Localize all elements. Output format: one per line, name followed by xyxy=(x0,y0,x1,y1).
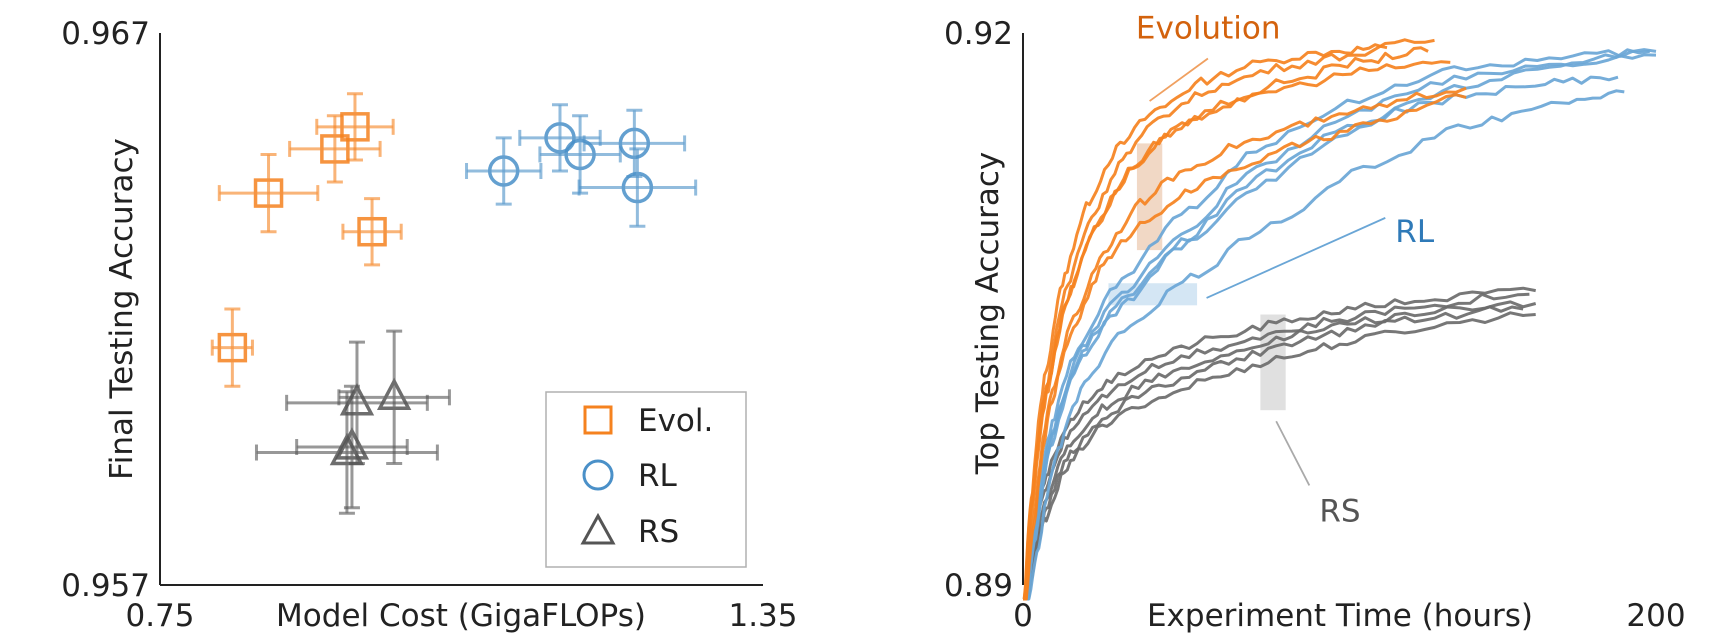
legend: Evol. RL RS xyxy=(545,391,747,568)
point-evol-1 xyxy=(217,152,320,234)
right-x-tick-right: 200 xyxy=(1626,598,1685,634)
legend-entry-rs: RS xyxy=(580,512,679,550)
circle-marker xyxy=(564,138,596,171)
triangle-marker xyxy=(339,382,375,416)
curve-evolution-3 xyxy=(1022,60,1451,601)
annotation-label-rs: RS xyxy=(1319,493,1360,529)
legend-label-evol: Evol. xyxy=(638,403,713,439)
annotation-leaders xyxy=(1149,57,1386,486)
right-x-axis-title: Experiment Time (hours) xyxy=(1147,598,1533,634)
point-rl-0 xyxy=(465,136,543,206)
point-rl-4 xyxy=(577,147,698,228)
point-rs-2 xyxy=(254,390,439,515)
circle-marker xyxy=(544,122,576,154)
right-x-tick-left: 0 xyxy=(1013,598,1033,634)
legend-triangle-marker xyxy=(580,512,616,545)
legend-entry-rl: RL xyxy=(582,458,678,494)
square-marker xyxy=(217,332,248,363)
triangle-marker xyxy=(329,432,365,466)
circle-marker xyxy=(618,127,651,160)
annotation-leader-evolution xyxy=(1149,57,1209,102)
curve-evolution-0 xyxy=(1022,43,1388,601)
annotation-label-evolution: Evolution xyxy=(1136,11,1281,47)
curve-rl-9 xyxy=(1023,75,1619,601)
curve-rl-7 xyxy=(1023,53,1657,601)
square-marker xyxy=(253,178,284,208)
left-x-axis-title: Model Cost (GigaFLOPs) xyxy=(276,598,646,634)
scatter-marks xyxy=(210,92,698,515)
point-rl-3 xyxy=(582,108,687,179)
square-marker xyxy=(320,134,350,164)
right-y-axis-title: Top Testing Accuracy xyxy=(970,152,1006,476)
curve-lines xyxy=(1022,38,1657,601)
left-y-axis-title: Final Testing Accuracy xyxy=(104,138,140,480)
annotation-leader-rl xyxy=(1206,217,1386,299)
annotation-label-rl: RL xyxy=(1395,214,1435,250)
legend-square-marker xyxy=(583,405,613,435)
curve-evolution-2 xyxy=(1022,46,1429,601)
point-evol-2 xyxy=(288,114,382,184)
point-evol-4 xyxy=(341,197,403,267)
curve-rl-6 xyxy=(1023,48,1657,601)
curve-rs-15 xyxy=(1022,311,1536,601)
annotation-leader-rs xyxy=(1275,420,1311,486)
legend-label-rl: RL xyxy=(638,458,678,494)
point-rl-2 xyxy=(538,114,622,195)
legend-entry-evol: Evol. xyxy=(583,403,713,439)
right-y-tick-top: 0.92 xyxy=(944,16,1013,52)
point-rl-1 xyxy=(518,103,602,173)
point-evol-0 xyxy=(210,307,254,388)
right-y-tick-bottom: 0.89 xyxy=(944,568,1013,604)
triangle-marker xyxy=(376,377,412,410)
point-rs-3 xyxy=(295,384,409,510)
point-rs-1 xyxy=(337,329,451,466)
curve-rl-10 xyxy=(1023,89,1625,601)
left-x-tick-left: 0.75 xyxy=(125,598,194,634)
left-chart-scatter: 0.967 0.957 0.75 1.35 Model Cost (GigaFL… xyxy=(61,16,797,634)
circle-marker xyxy=(621,171,654,204)
square-marker xyxy=(357,216,387,247)
triangle-marker xyxy=(334,427,370,460)
point-evol-3 xyxy=(315,92,395,162)
curve-evolution-5 xyxy=(1023,93,1467,601)
legend-frame xyxy=(545,391,747,568)
legend-label-rs: RS xyxy=(638,514,679,550)
left-y-tick-top: 0.967 xyxy=(61,16,150,52)
circle-marker xyxy=(487,155,520,187)
square-marker xyxy=(340,112,370,142)
left-x-tick-right: 1.35 xyxy=(728,598,797,634)
right-chart-lines: 0.92 0.89 0 200 Experiment Time (hours) … xyxy=(944,11,1686,634)
annotation-band-rs xyxy=(1260,314,1286,411)
left-y-tick-bottom: 0.957 xyxy=(61,568,150,604)
legend-circle-marker xyxy=(582,459,614,491)
